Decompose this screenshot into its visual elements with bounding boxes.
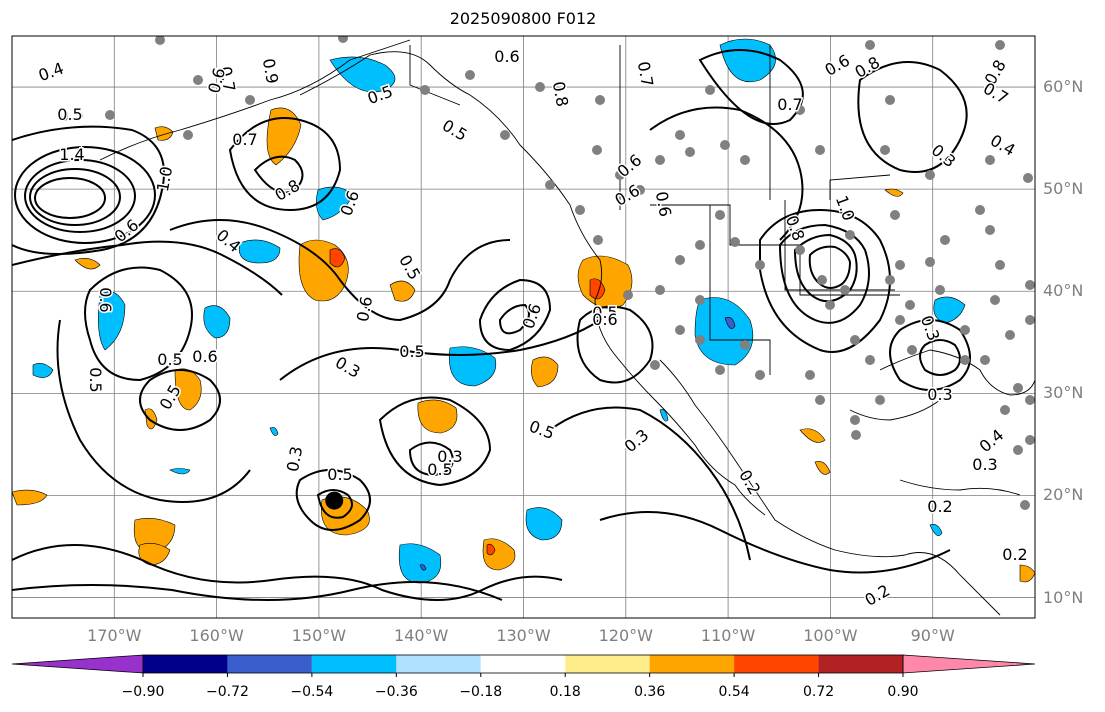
contour-label: 0.5 [327, 465, 352, 484]
longitude-label: 100°W [803, 626, 858, 645]
contour-label: 0.5 [592, 303, 617, 322]
contour-label: 0.5 [57, 105, 82, 124]
colorbar-extend-low [11, 654, 144, 674]
longitude-label: 110°W [700, 626, 756, 645]
colorbar-tick-label: 0.36 [634, 684, 666, 700]
colorbar-tick-label: −0.36 [374, 684, 418, 700]
longitude-label: 160°W [189, 626, 244, 645]
contour-label: 0.3 [283, 445, 306, 473]
colorbar-segment [143, 655, 228, 673]
contour-label: 0.5 [86, 367, 105, 392]
map-title: 2025090800 F012 [449, 9, 597, 28]
contour-label: 0.3 [437, 447, 462, 466]
longitude-label: 90°W [910, 626, 955, 645]
latitude-label: 60°N [1043, 77, 1084, 97]
colorbar-tick-label: 0.54 [718, 684, 750, 700]
latitude-label: 10°N [1043, 587, 1084, 607]
colorbar-segment [227, 655, 312, 673]
contour-label: 0.2 [1002, 545, 1027, 564]
positive-anomaly-patches [12, 107, 1035, 583]
colorbar-extend-high [902, 654, 1036, 674]
colorbar-segment [565, 655, 650, 673]
colorbar-tick-label: 0.18 [549, 684, 581, 700]
contour-label: 0.6 [192, 347, 217, 366]
longitude-label: 170°W [87, 626, 142, 645]
contour-label: 0.7 [634, 60, 657, 88]
contour-label: 0.5 [58, 104, 85, 125]
longitude-label: 140°W [394, 626, 449, 645]
contour-label: 0.6 [96, 287, 115, 312]
colorbar-segment [396, 655, 481, 673]
colorbar-tick-label: −0.72 [205, 684, 249, 700]
latitude-label: 20°N [1043, 485, 1084, 505]
colorbar-tick-label: 0.90 [887, 684, 919, 700]
contour-label: 0.6 [494, 47, 519, 66]
latitude-label: 30°N [1043, 383, 1084, 403]
contour-label: 0.6 [592, 310, 617, 329]
contour-label: 0.7 [777, 95, 802, 114]
colorbar-segment [818, 655, 903, 673]
contour-label: 0.7 [232, 130, 257, 149]
latitude-label: 40°N [1043, 281, 1084, 301]
contour-lines [12, 49, 971, 601]
contour-label: 0.5 [399, 342, 424, 361]
colorbar-segment [311, 655, 397, 673]
contour-label: 0.2 [927, 497, 952, 516]
contour-label: 0.5 [427, 460, 452, 479]
longitude-label: 120°W [598, 626, 653, 645]
colorbar-tick-label: 0.72 [802, 684, 835, 700]
longitude-label: 150°W [291, 626, 347, 645]
contour-label: 0.3 [927, 385, 952, 404]
contour-label: 1.4 [59, 145, 84, 164]
negative-anomaly-patches [32, 38, 966, 584]
contour-label: 0.5 [157, 350, 182, 369]
contour-label: 0.3 [972, 455, 997, 474]
latitude-label: 50°N [1043, 179, 1084, 199]
coastlines-and-borders [99, 39, 1035, 616]
colorbar-tick-label: −0.18 [459, 684, 503, 700]
colorbar-tick-label: −0.90 [121, 684, 165, 700]
colorbar-tick-label: −0.54 [290, 684, 334, 700]
storm-marker [325, 491, 344, 510]
colorbar-segment [480, 655, 566, 673]
colorbar-segment [649, 655, 735, 673]
longitude-label: 130°W [496, 626, 551, 645]
colorbar-segment [734, 655, 819, 673]
colorbar [11, 654, 1036, 677]
station-dots [105, 36, 1035, 510]
